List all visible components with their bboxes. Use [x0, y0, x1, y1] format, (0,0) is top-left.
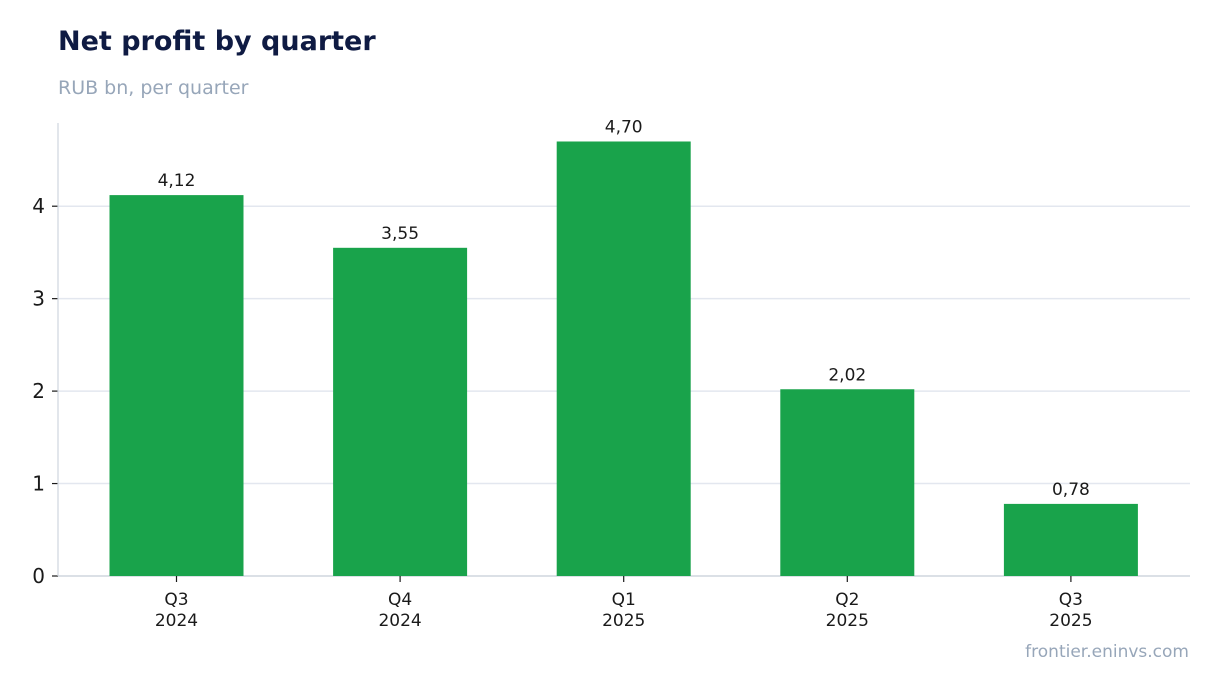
x-tick-label-quarter: Q3 [164, 590, 188, 610]
x-tick-label-quarter: Q3 [1059, 590, 1083, 610]
bars [109, 141, 1138, 576]
y-tick-label: 4 [32, 194, 45, 218]
y-tick-label: 2 [32, 379, 45, 403]
x-tick-label-year: 2025 [826, 611, 869, 631]
y-tick-label: 3 [32, 287, 45, 311]
y-tick-label: 1 [32, 472, 45, 496]
bar [556, 141, 691, 576]
bar-value-label: 2,02 [828, 365, 866, 385]
x-tick-label-year: 2024 [378, 611, 421, 631]
x-tick-label-quarter: Q2 [835, 590, 859, 610]
bar [109, 195, 244, 576]
x-tick-label-year: 2025 [1049, 611, 1092, 631]
y-tick-label: 0 [32, 564, 45, 588]
bar [333, 247, 468, 576]
x-tick-label-year: 2024 [155, 611, 198, 631]
chart-subtitle: RUB bn, per quarter [58, 77, 249, 99]
bar-value-label: 0,78 [1052, 480, 1090, 500]
source-link[interactable]: frontier.eninvs.com [1025, 642, 1189, 662]
x-tick-label-quarter: Q4 [388, 590, 412, 610]
x-tick-label-year: 2025 [602, 611, 645, 631]
labels: 4,12Q320243,55Q420244,70Q120252,02Q22025… [155, 117, 1093, 631]
x-tick-label-quarter: Q1 [612, 590, 636, 610]
bar [780, 389, 915, 576]
bar-value-label: 4,70 [605, 117, 643, 137]
bar [1003, 503, 1138, 576]
bar-value-label: 3,55 [381, 224, 419, 244]
chart-title: Net profit by quarter [58, 26, 376, 57]
bar-value-label: 4,12 [158, 171, 196, 191]
